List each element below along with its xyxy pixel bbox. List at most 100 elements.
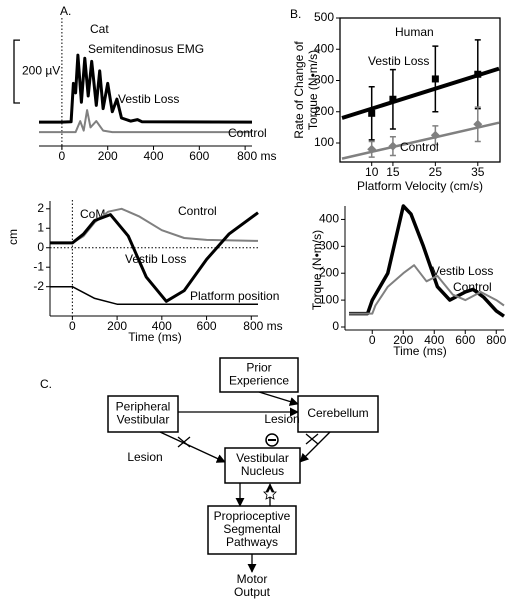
series-line [349, 204, 505, 318]
point [430, 130, 440, 140]
x-tick-label: 400 [424, 333, 444, 347]
chart-subtitle: Semitendinosus EMG [88, 42, 204, 56]
edge [159, 431, 226, 463]
series-line [349, 264, 505, 315]
series-line [50, 285, 258, 305]
output-label: Output [234, 585, 271, 599]
y-axis-label: cm [6, 229, 20, 245]
diagram-node [207, 505, 297, 555]
node-label: Cerebellum [307, 406, 368, 420]
lesion-mark [305, 433, 319, 445]
x-tick-label: 25 [429, 165, 443, 179]
y-tick-label: 400 [319, 212, 339, 226]
series-line [39, 53, 253, 124]
x-axis-label: Time (ms) [393, 344, 447, 358]
chart-title: Cat [90, 22, 109, 36]
node-label: Segmental [223, 522, 280, 536]
edge [258, 391, 299, 406]
y-tick-label: 300 [314, 73, 334, 87]
x-tick-label: 0 [369, 333, 376, 347]
series-line [39, 109, 252, 134]
node-label: Vestibular [236, 451, 289, 465]
x-axis-label: Platform Velocity (cm/s) [357, 179, 483, 193]
node-label: Pathways [226, 535, 278, 549]
x-tick-label: 800 ms [237, 149, 276, 163]
x-tick-label: 200 [107, 319, 127, 333]
diagram-node [224, 447, 301, 484]
x-tick-label: 35 [471, 165, 485, 179]
node-label: Nucleus [241, 464, 284, 478]
annotation: Lesion [127, 450, 162, 464]
x-tick-label: 10 [365, 165, 379, 179]
y-tick-label: 2 [37, 201, 44, 215]
point [367, 144, 377, 154]
series-label: Control [178, 204, 217, 218]
lesion-mark [177, 436, 191, 448]
x-tick-label: 0 [69, 319, 76, 333]
chart: 10 15 25 35 100 200 300 400 500 Human Platform Vel… [292, 10, 501, 193]
node-label: Proprioceptive [214, 509, 291, 523]
diagram-node [219, 357, 299, 393]
plot-frame [339, 17, 501, 163]
edge [299, 431, 331, 463]
y-tick-label: 1 [37, 220, 44, 234]
panel-label: B. [290, 7, 301, 21]
y-tick-label: 400 [314, 41, 334, 55]
chart: 0 200 400 600 800 ms Cat Semitendinosus EMG 200… [13, 18, 276, 163]
series-label: Vestib Loss [118, 92, 179, 106]
series-label: Vestib Loss [368, 54, 429, 68]
diagram-node [297, 395, 379, 433]
x-tick-label: 600 [189, 149, 209, 163]
x-tick-label: 400 [152, 319, 172, 333]
y-tick-label: 0 [332, 319, 339, 333]
x-tick-label: 800 ms [243, 319, 282, 333]
panel-label: C. [40, 377, 52, 391]
point [388, 141, 398, 151]
x-tick-label: 15 [386, 165, 400, 179]
annotation: Lesion [264, 412, 299, 426]
scale-bar-label: 200 µV [22, 64, 60, 78]
y-tick-label: 0 [37, 240, 44, 254]
series-label: Platform position [190, 289, 279, 303]
series-line [50, 211, 259, 303]
y-tick-label: 100 [319, 292, 339, 306]
node-label: Vestibular [117, 413, 170, 427]
node-label: Experience [229, 374, 289, 388]
diagram-node [107, 395, 179, 433]
point [473, 119, 483, 129]
y-tick-label: 500 [314, 10, 334, 24]
x-tick-label: 800 [486, 333, 506, 347]
y-tick-label: -1 [33, 259, 44, 273]
series-label: Control [453, 280, 492, 294]
x-tick-label: 600 [455, 333, 475, 347]
output-label: Motor [237, 572, 268, 586]
x-tick-label: 400 [144, 149, 164, 163]
y-tick-label: -2 [33, 279, 44, 293]
y-tick-label: 300 [319, 239, 339, 253]
diagram-edges [159, 391, 331, 573]
fit-line [341, 66, 500, 120]
scale-bar [13, 39, 20, 104]
point [474, 70, 482, 78]
series-label: Vestib Loss [125, 252, 186, 266]
node-label: Peripheral [116, 400, 171, 414]
x-tick-label: 200 [393, 333, 413, 347]
x-tick-label: 200 [98, 149, 118, 163]
series-label: Vestib Loss [432, 264, 493, 278]
panel-label: A. [60, 4, 71, 18]
series-label: Control [400, 140, 439, 154]
x-tick-label: 600 [197, 319, 217, 333]
series-label: Control [228, 126, 267, 140]
node-label: Prior [246, 361, 271, 375]
x-axis-label: Time (ms) [128, 330, 182, 344]
point [431, 75, 439, 83]
point [389, 95, 397, 103]
y-axis-label: Torque (N•m/s) [306, 50, 320, 130]
y-axis-label: Torque (N•m/s) [310, 230, 324, 310]
plasticity-mark [263, 487, 277, 500]
fit-line [341, 121, 500, 160]
